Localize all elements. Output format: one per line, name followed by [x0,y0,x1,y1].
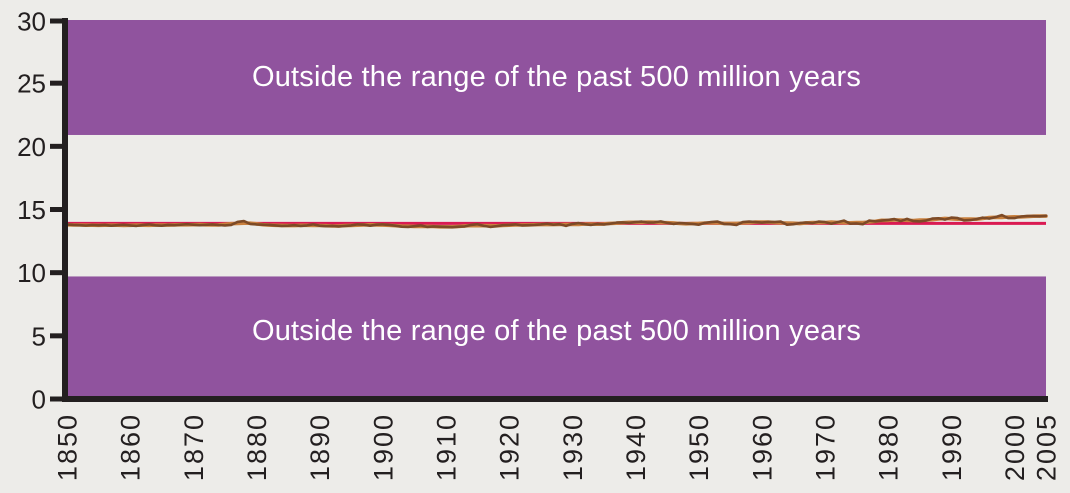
y-tick-label: 15 [17,195,46,225]
outside-range-band-top [67,20,1046,135]
y-tick-label: 25 [17,69,46,99]
x-tick-label: 1860 [116,413,146,481]
y-tick [50,80,63,86]
outside-range-label-bottom: Outside the range of the past 500 millio… [251,315,862,347]
y-tick [50,333,63,339]
y-tick-label: 0 [32,385,46,415]
x-axis-line [62,396,1048,402]
y-tick [50,143,63,149]
y-tick-label: 5 [32,321,46,351]
y-tick-label: 20 [17,132,46,162]
x-tick-label: 1870 [179,413,209,481]
y-tick-label: 10 [17,258,46,288]
outside-range-band-bottom [67,276,1046,399]
y-axis-line [62,18,68,402]
x-tick-label: 2000 [1000,413,1030,481]
y-tick [50,270,63,276]
x-tick-label: 1910 [432,413,462,481]
y-tick [50,396,63,402]
y-tick-label: 30 [17,7,46,37]
outside-range-label-top: Outside the range of the past 500 millio… [251,61,862,93]
x-tick-label: 1990 [937,413,967,481]
x-tick-label: 1880 [242,413,272,481]
y-tick [50,18,63,24]
x-tick-label: 1900 [368,413,398,481]
x-tick-label: 2005 [1032,413,1062,481]
x-tick-label: 1920 [495,413,525,481]
x-tick-label: 1950 [684,413,714,481]
x-tick-label: 1850 [53,413,83,481]
x-tick-label: 1960 [747,413,777,481]
x-tick-label: 1980 [874,413,904,481]
x-tick-label: 1940 [621,413,651,481]
y-tick [50,207,63,213]
annual-temperature-line [65,213,1048,229]
x-tick-label: 1970 [810,413,840,481]
x-tick-label: 1890 [305,413,335,481]
x-tick-label: 1930 [558,413,588,481]
